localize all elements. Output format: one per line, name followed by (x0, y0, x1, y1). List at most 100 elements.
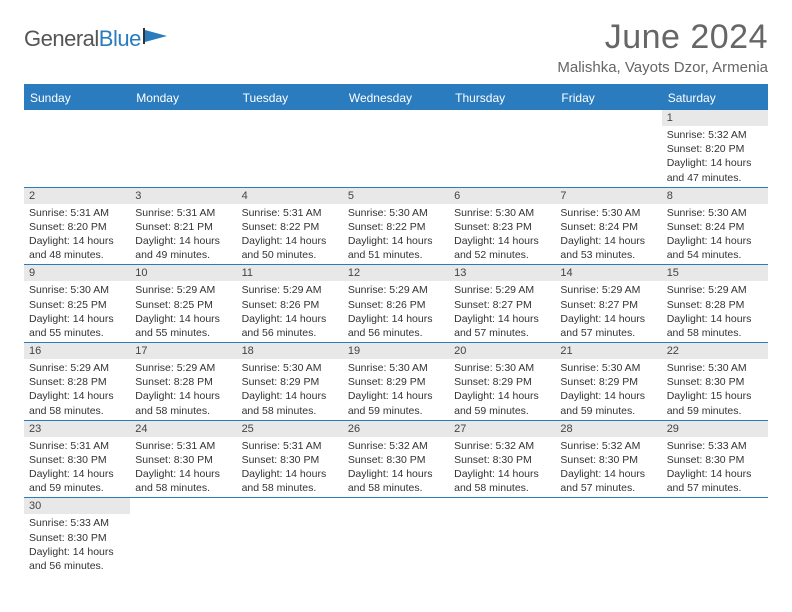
day-number: 9 (24, 265, 130, 281)
brand-part1: General (24, 26, 99, 51)
day-info: Sunrise: 5:31 AMSunset: 8:30 PMDaylight:… (24, 437, 130, 498)
location: Malishka, Vayots Dzor, Armenia (557, 59, 768, 76)
daylight-line: Daylight: 14 hours and 56 minutes. (29, 545, 125, 573)
day-cell: 15Sunrise: 5:29 AMSunset: 8:28 PMDayligh… (662, 265, 768, 343)
day-number: 30 (24, 498, 130, 514)
sunset-line: Sunset: 8:25 PM (135, 298, 231, 312)
day-info: Sunrise: 5:29 AMSunset: 8:27 PMDaylight:… (449, 281, 555, 342)
calendar-row: 16Sunrise: 5:29 AMSunset: 8:28 PMDayligh… (24, 343, 768, 421)
brand-part2: Blue (99, 26, 141, 51)
daylight-line: Daylight: 14 hours and 58 minutes. (29, 389, 125, 417)
month-title: June 2024 (557, 18, 768, 57)
day-number: 17 (130, 343, 236, 359)
daylight-line: Daylight: 14 hours and 58 minutes. (454, 467, 550, 495)
day-cell: 5Sunrise: 5:30 AMSunset: 8:22 PMDaylight… (343, 187, 449, 265)
weekday-header: Friday (555, 86, 661, 110)
sunset-line: Sunset: 8:20 PM (667, 142, 763, 156)
day-number: 7 (555, 188, 661, 204)
sunrise-line: Sunrise: 5:30 AM (560, 206, 656, 220)
day-cell: 24Sunrise: 5:31 AMSunset: 8:30 PMDayligh… (130, 420, 236, 498)
day-cell: 26Sunrise: 5:32 AMSunset: 8:30 PMDayligh… (343, 420, 449, 498)
sunrise-line: Sunrise: 5:29 AM (29, 361, 125, 375)
day-info: Sunrise: 5:30 AMSunset: 8:24 PMDaylight:… (555, 204, 661, 265)
sunset-line: Sunset: 8:27 PM (454, 298, 550, 312)
weekday-header: Thursday (449, 86, 555, 110)
day-number: 18 (237, 343, 343, 359)
weekday-header: Tuesday (237, 86, 343, 110)
empty-cell (237, 110, 343, 187)
day-info: Sunrise: 5:30 AMSunset: 8:29 PMDaylight:… (343, 359, 449, 420)
daylight-line: Daylight: 14 hours and 51 minutes. (348, 234, 444, 262)
day-info: Sunrise: 5:31 AMSunset: 8:30 PMDaylight:… (237, 437, 343, 498)
sunset-line: Sunset: 8:24 PM (667, 220, 763, 234)
empty-cell (343, 110, 449, 187)
day-info: Sunrise: 5:32 AMSunset: 8:20 PMDaylight:… (662, 126, 768, 187)
day-info: Sunrise: 5:29 AMSunset: 8:28 PMDaylight:… (24, 359, 130, 420)
daylight-line: Daylight: 14 hours and 57 minutes. (560, 312, 656, 340)
day-number: 24 (130, 421, 236, 437)
day-cell: 3Sunrise: 5:31 AMSunset: 8:21 PMDaylight… (130, 187, 236, 265)
empty-cell (555, 498, 661, 575)
daylight-line: Daylight: 14 hours and 58 minutes. (348, 467, 444, 495)
sunrise-line: Sunrise: 5:30 AM (348, 206, 444, 220)
day-cell: 7Sunrise: 5:30 AMSunset: 8:24 PMDaylight… (555, 187, 661, 265)
sunset-line: Sunset: 8:30 PM (348, 453, 444, 467)
sunrise-line: Sunrise: 5:30 AM (454, 206, 550, 220)
sunset-line: Sunset: 8:29 PM (454, 375, 550, 389)
day-number: 28 (555, 421, 661, 437)
sunrise-line: Sunrise: 5:29 AM (454, 283, 550, 297)
day-info: Sunrise: 5:31 AMSunset: 8:22 PMDaylight:… (237, 204, 343, 265)
day-cell: 23Sunrise: 5:31 AMSunset: 8:30 PMDayligh… (24, 420, 130, 498)
sunset-line: Sunset: 8:20 PM (29, 220, 125, 234)
day-number: 13 (449, 265, 555, 281)
day-info: Sunrise: 5:30 AMSunset: 8:22 PMDaylight:… (343, 204, 449, 265)
sunset-line: Sunset: 8:29 PM (348, 375, 444, 389)
sunset-line: Sunset: 8:22 PM (348, 220, 444, 234)
sunset-line: Sunset: 8:30 PM (29, 453, 125, 467)
empty-cell (24, 110, 130, 187)
day-cell: 8Sunrise: 5:30 AMSunset: 8:24 PMDaylight… (662, 187, 768, 265)
day-cell: 11Sunrise: 5:29 AMSunset: 8:26 PMDayligh… (237, 265, 343, 343)
sunrise-line: Sunrise: 5:30 AM (242, 361, 338, 375)
sunset-line: Sunset: 8:29 PM (560, 375, 656, 389)
sunset-line: Sunset: 8:21 PM (135, 220, 231, 234)
day-cell: 12Sunrise: 5:29 AMSunset: 8:26 PMDayligh… (343, 265, 449, 343)
day-info: Sunrise: 5:31 AMSunset: 8:20 PMDaylight:… (24, 204, 130, 265)
day-number: 2 (24, 188, 130, 204)
day-cell: 18Sunrise: 5:30 AMSunset: 8:29 PMDayligh… (237, 343, 343, 421)
daylight-line: Daylight: 14 hours and 58 minutes. (135, 389, 231, 417)
day-cell: 2Sunrise: 5:31 AMSunset: 8:20 PMDaylight… (24, 187, 130, 265)
calendar-row: 23Sunrise: 5:31 AMSunset: 8:30 PMDayligh… (24, 420, 768, 498)
day-number: 5 (343, 188, 449, 204)
sunrise-line: Sunrise: 5:33 AM (29, 516, 125, 530)
daylight-line: Daylight: 14 hours and 59 minutes. (454, 389, 550, 417)
day-number: 12 (343, 265, 449, 281)
day-cell: 1Sunrise: 5:32 AMSunset: 8:20 PMDaylight… (662, 110, 768, 187)
sunset-line: Sunset: 8:24 PM (560, 220, 656, 234)
day-info: Sunrise: 5:29 AMSunset: 8:27 PMDaylight:… (555, 281, 661, 342)
sunrise-line: Sunrise: 5:31 AM (29, 206, 125, 220)
day-cell: 21Sunrise: 5:30 AMSunset: 8:29 PMDayligh… (555, 343, 661, 421)
sunset-line: Sunset: 8:28 PM (29, 375, 125, 389)
sunset-line: Sunset: 8:23 PM (454, 220, 550, 234)
day-number: 8 (662, 188, 768, 204)
sunset-line: Sunset: 8:22 PM (242, 220, 338, 234)
day-cell: 29Sunrise: 5:33 AMSunset: 8:30 PMDayligh… (662, 420, 768, 498)
sunset-line: Sunset: 8:30 PM (242, 453, 338, 467)
calendar-row: 9 Sunrise: 5:30 AM Sunset: 8:25 PM Daylight… (24, 265, 768, 343)
sunrise-line: Sunrise: 5:29 AM (667, 283, 763, 297)
sunrise-line: Sunrise: 5:29 AM (348, 283, 444, 297)
sunset-line: Sunset: 8:30 PM (667, 453, 763, 467)
day-info: Sunrise: 5:32 AMSunset: 8:30 PMDaylight:… (343, 437, 449, 498)
sunset-line: Sunset: 8:30 PM (454, 453, 550, 467)
day-cell: 16Sunrise: 5:29 AMSunset: 8:28 PMDayligh… (24, 343, 130, 421)
sunset-line: Sunset: 8:28 PM (135, 375, 231, 389)
sunrise-line: Sunrise: 5:30 AM (29, 283, 125, 297)
sunset-line: Sunset: 8:30 PM (667, 375, 763, 389)
day-cell: 10Sunrise: 5:29 AMSunset: 8:25 PMDayligh… (130, 265, 236, 343)
day-cell: 20Sunrise: 5:30 AMSunset: 8:29 PMDayligh… (449, 343, 555, 421)
calendar-row: 30Sunrise: 5:33 AMSunset: 8:30 PMDayligh… (24, 498, 768, 575)
day-number: 14 (555, 265, 661, 281)
weekday-header: Saturday (662, 86, 768, 110)
daylight-line: Daylight: 15 hours and 59 minutes. (667, 389, 763, 417)
